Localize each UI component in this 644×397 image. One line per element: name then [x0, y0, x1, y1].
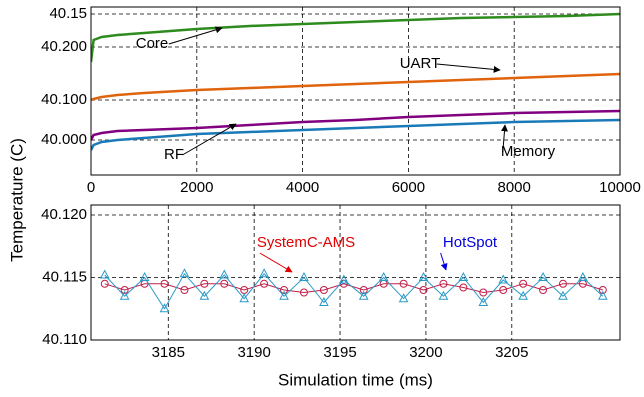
plot-area [99, 268, 608, 313]
marker [558, 290, 568, 300]
marker [199, 290, 210, 300]
series-line [104, 272, 604, 310]
x-tick-label: 10000 [599, 179, 641, 196]
marker [398, 293, 409, 303]
marker [538, 271, 548, 281]
marker [180, 286, 189, 294]
marker [539, 286, 548, 294]
y-tick-label: 40.115 [42, 268, 87, 285]
marker [498, 274, 509, 284]
marker [200, 279, 209, 288]
marker [299, 271, 309, 281]
marker [418, 271, 429, 281]
annotation: SystemC-AMS [257, 234, 355, 251]
marker [358, 290, 369, 300]
marker [159, 303, 170, 313]
x-tick-label: 0 [87, 179, 95, 196]
marker [438, 290, 449, 300]
series-line [91, 109, 620, 141]
marker [439, 279, 448, 288]
marker [459, 283, 468, 292]
plot-frame [90, 6, 621, 176]
x-tick-label: 3185 [152, 344, 185, 361]
annotation-arrow [182, 123, 237, 156]
marker [419, 286, 428, 294]
y-axis-label: Temperature (C) [7, 138, 26, 262]
y-tick-label: 40.120 [41, 206, 87, 223]
annotation-arrow [259, 252, 293, 273]
marker [378, 271, 389, 281]
series-line [91, 72, 620, 102]
marker [299, 288, 308, 297]
marker [120, 286, 129, 294]
y-tick-label: 40.000 [41, 131, 87, 148]
marker [458, 271, 469, 281]
annotation: Memory [501, 143, 556, 160]
y-tick-label: 40.100 [41, 91, 87, 108]
annotation-arrow [168, 26, 223, 45]
marker [478, 296, 489, 306]
x-tick-label: 3190 [237, 344, 270, 361]
annotation: UART [400, 55, 441, 72]
marker [220, 279, 229, 288]
marker [597, 290, 608, 300]
x-tick-label: 3195 [323, 344, 356, 361]
y-tick-label: 40.110 [42, 331, 87, 348]
marker [279, 290, 289, 300]
marker [578, 271, 588, 281]
marker [219, 269, 230, 279]
marker [119, 290, 130, 300]
x-tick-label: 6000 [392, 179, 425, 196]
annotation: Core [136, 35, 169, 52]
x-tick-label: 3200 [409, 344, 442, 361]
x-tick-label: 4000 [286, 179, 319, 196]
x-tick-label: 2000 [180, 179, 213, 196]
annotation-arrow [500, 124, 508, 153]
annotation-arrow [436, 63, 501, 73]
marker [280, 286, 289, 294]
marker [259, 268, 269, 278]
annotation: RF [164, 146, 184, 163]
marker [99, 269, 110, 279]
marker [359, 286, 368, 294]
plot-frame [90, 204, 621, 341]
y-tick-label: 40.15 [49, 5, 87, 22]
x-tick-label: 8000 [498, 179, 531, 196]
annotation: HotSpot [443, 234, 498, 251]
marker [479, 288, 488, 297]
y-tick-label: 40.200 [41, 38, 87, 55]
marker [558, 279, 567, 288]
marker [518, 290, 528, 300]
marker [598, 286, 607, 294]
marker [519, 279, 528, 288]
marker [338, 274, 349, 284]
marker [139, 271, 150, 281]
marker [260, 279, 269, 288]
series-line [91, 12, 620, 63]
annotation-arrow [440, 252, 448, 271]
marker [319, 296, 329, 306]
marker [239, 293, 250, 303]
marker [399, 279, 408, 288]
marker [499, 286, 508, 294]
marker [160, 279, 169, 288]
x-tick-label: 3205 [495, 344, 528, 361]
marker [179, 268, 190, 278]
marker [100, 279, 109, 288]
marker [319, 286, 328, 294]
series-line [91, 118, 620, 151]
plot-area [91, 12, 620, 151]
x-axis-label: Simulation time (ms) [278, 370, 433, 389]
